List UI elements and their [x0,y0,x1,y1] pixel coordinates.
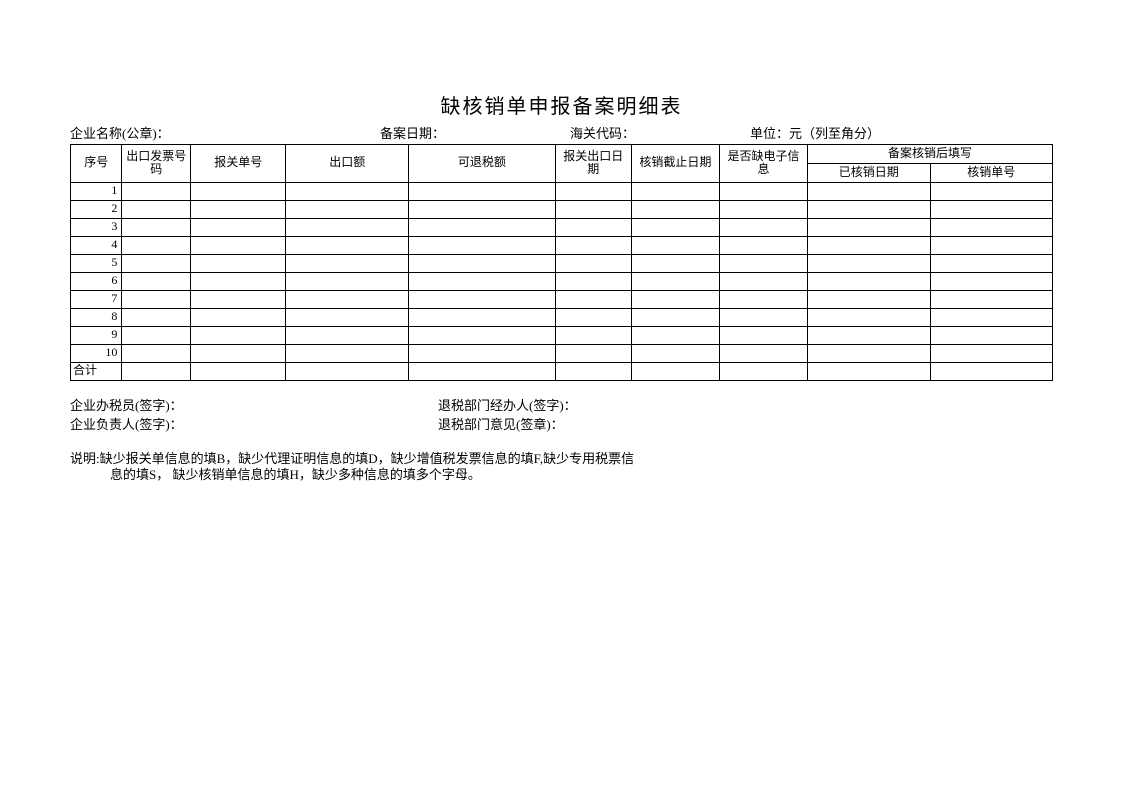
col-export-date: 报关出口日期 [555,145,631,183]
table-row: 8 [71,308,1053,326]
note-line1: 说明:缺少报关单信息的填B，缺少代理证明信息的填D，缺少增值税发票信息的填F,缺… [70,451,1053,468]
table-row: 4 [71,236,1053,254]
seq-cell: 9 [71,326,122,344]
note-block: 说明:缺少报关单信息的填B，缺少代理证明信息的填D，缺少增值税发票信息的填F,缺… [70,451,1053,485]
refund-opinion-sign: 退税部门意见(签章)： [438,414,564,433]
col-post-verify-group: 备案核销后填写 [808,145,1053,164]
note-line2: 息的填S， 缺少核销单信息的填H，缺少多种信息的填多个字母。 [70,467,1053,484]
col-refundable-tax: 可退税额 [408,145,555,183]
col-export-amount: 出口额 [286,145,408,183]
seq-cell: 10 [71,344,122,362]
seq-cell: 3 [71,218,122,236]
company-head-sign: 企业负责人(签字)： [70,414,438,433]
col-invoice-no: 出口发票号码 [122,145,191,183]
signature-block: 企业办税员(签字)： 退税部门经办人(签字)： 企业负责人(签字)： 退税部门意… [70,395,1053,433]
filing-date-label: 备案日期： [380,123,570,142]
seq-cell: 7 [71,290,122,308]
table-row: 3 [71,218,1053,236]
table-row: 5 [71,254,1053,272]
tax-officer-sign: 企业办税员(签字)： [70,395,438,414]
col-seq: 序号 [71,145,122,183]
col-missing-einfo: 是否缺电子信息 [719,145,807,183]
seq-cell: 2 [71,200,122,218]
seq-cell: 6 [71,272,122,290]
refund-handler-sign: 退税部门经办人(签字)： [438,395,577,414]
customs-code-label: 海关代码： [570,123,750,142]
col-verify-form-no: 核销单号 [930,163,1053,182]
seq-cell: 4 [71,236,122,254]
company-label: 企业名称(公章)： [70,123,380,142]
table-row: 10 [71,344,1053,362]
col-declaration-no: 报关单号 [190,145,286,183]
seq-cell: 5 [71,254,122,272]
col-verify-deadline: 核销截止日期 [631,145,719,183]
table-total-row: 合计 [71,362,1053,380]
total-label: 合计 [71,362,122,380]
seq-cell: 1 [71,182,122,200]
seq-cell: 8 [71,308,122,326]
col-verified-date: 已核销日期 [808,163,930,182]
header-labels: 企业名称(公章)： 备案日期： 海关代码： 单位：元（列至角分） [70,123,1053,144]
table-row: 6 [71,272,1053,290]
page-title: 缺核销单申报备案明细表 [70,90,1053,119]
table-row: 7 [71,290,1053,308]
unit-label: 单位：元（列至角分） [750,123,880,142]
table-row: 1 [71,182,1053,200]
table-row: 9 [71,326,1053,344]
detail-table: 序号 出口发票号码 报关单号 出口额 可退税额 报关出口日期 核销截止日期 是否… [70,144,1053,381]
table-row: 2 [71,200,1053,218]
